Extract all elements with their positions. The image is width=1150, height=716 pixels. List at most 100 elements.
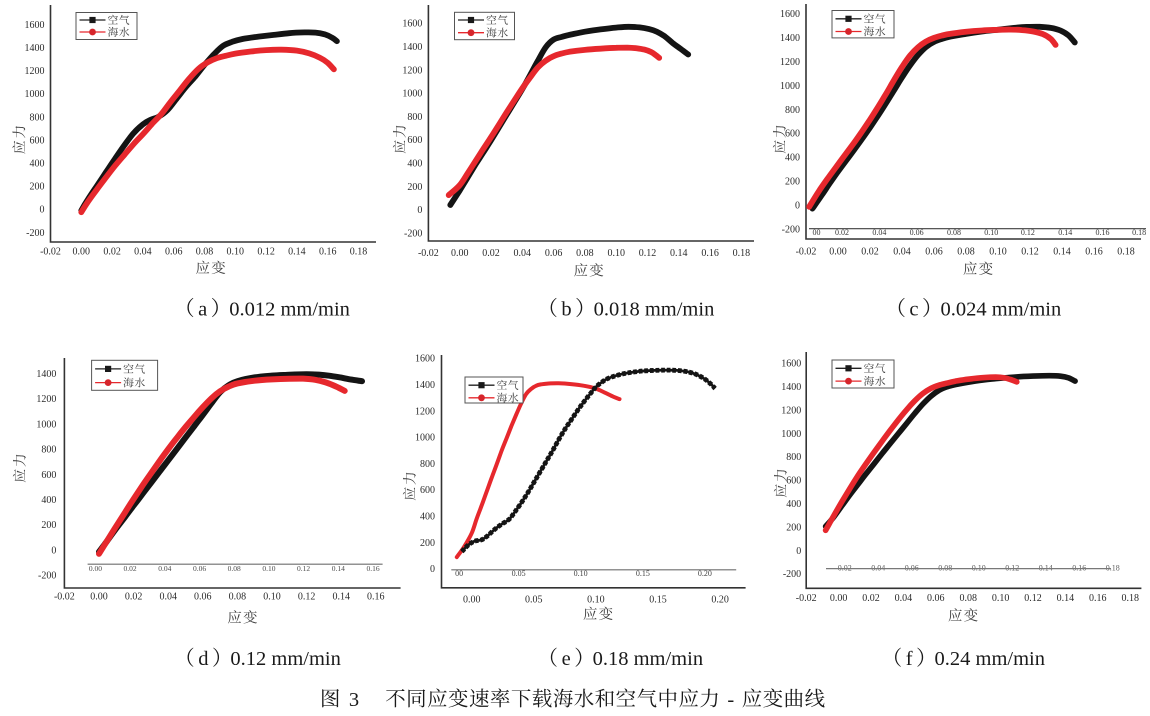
svg-text:0.16: 0.16 bbox=[366, 564, 379, 573]
svg-text:3: 3 bbox=[349, 689, 359, 711]
svg-text:0.10: 0.10 bbox=[992, 593, 1010, 604]
svg-text:0.18: 0.18 bbox=[1121, 593, 1139, 604]
svg-text:400: 400 bbox=[30, 159, 45, 170]
svg-text:0.16: 0.16 bbox=[701, 248, 719, 259]
svg-text:0.18: 0.18 bbox=[733, 248, 751, 259]
svg-text:0.02: 0.02 bbox=[103, 247, 121, 258]
svg-text:800: 800 bbox=[407, 112, 422, 123]
svg-text:0.12 mm/min: 0.12 mm/min bbox=[230, 648, 340, 670]
svg-text:0: 0 bbox=[51, 545, 56, 556]
svg-text:1200: 1200 bbox=[36, 394, 56, 405]
svg-text:-0.02: -0.02 bbox=[54, 591, 75, 602]
svg-text:600: 600 bbox=[420, 485, 435, 496]
svg-text:f: f bbox=[906, 648, 913, 670]
svg-text:0.02: 0.02 bbox=[482, 248, 500, 259]
svg-text:0.02: 0.02 bbox=[862, 593, 880, 604]
svg-text:0.10: 0.10 bbox=[263, 591, 281, 602]
svg-text:0.18: 0.18 bbox=[350, 247, 368, 258]
svg-text:400: 400 bbox=[786, 499, 801, 510]
svg-text:0.06: 0.06 bbox=[194, 591, 212, 602]
svg-text:0.04: 0.04 bbox=[893, 247, 911, 258]
svg-text:0.04: 0.04 bbox=[158, 564, 171, 573]
svg-text:800: 800 bbox=[786, 452, 801, 463]
svg-text:0.12: 0.12 bbox=[639, 248, 657, 259]
svg-text:1400: 1400 bbox=[36, 369, 56, 380]
svg-text:0.20: 0.20 bbox=[698, 569, 712, 578]
svg-text:0.00: 0.00 bbox=[451, 248, 469, 259]
svg-text:0.08: 0.08 bbox=[229, 591, 247, 602]
svg-text:0.16: 0.16 bbox=[1089, 593, 1107, 604]
svg-text:0.18 mm/min: 0.18 mm/min bbox=[593, 648, 703, 670]
svg-text:1000: 1000 bbox=[781, 429, 801, 440]
svg-text:800: 800 bbox=[785, 105, 800, 116]
svg-text:0.08: 0.08 bbox=[947, 228, 961, 237]
svg-text:0: 0 bbox=[40, 205, 45, 216]
svg-text:-0.02: -0.02 bbox=[796, 593, 817, 604]
svg-text:1400: 1400 bbox=[25, 43, 45, 54]
svg-text:0: 0 bbox=[430, 564, 435, 575]
svg-text:b: b bbox=[561, 298, 571, 320]
svg-text:-0.02: -0.02 bbox=[418, 248, 439, 259]
svg-text:0.15: 0.15 bbox=[649, 594, 667, 605]
svg-text:0.06: 0.06 bbox=[910, 228, 924, 237]
svg-text:-: - bbox=[727, 689, 734, 711]
svg-text:0.12: 0.12 bbox=[1021, 228, 1035, 237]
svg-text:600: 600 bbox=[785, 129, 800, 140]
svg-text:0.14: 0.14 bbox=[1057, 593, 1075, 604]
svg-text:1400: 1400 bbox=[781, 382, 801, 393]
svg-text:0.14: 0.14 bbox=[1058, 228, 1072, 237]
svg-text:1200: 1200 bbox=[402, 65, 422, 76]
svg-text:400: 400 bbox=[407, 159, 422, 170]
svg-text:0.10: 0.10 bbox=[607, 248, 625, 259]
svg-text:1400: 1400 bbox=[780, 33, 800, 44]
svg-text:0.16: 0.16 bbox=[1085, 247, 1103, 258]
svg-text:00: 00 bbox=[455, 569, 463, 578]
svg-text:0.05: 0.05 bbox=[512, 569, 526, 578]
svg-text:1200: 1200 bbox=[780, 57, 800, 68]
svg-text:400: 400 bbox=[785, 153, 800, 164]
svg-text:0.02: 0.02 bbox=[835, 228, 849, 237]
svg-text:0.10: 0.10 bbox=[587, 594, 605, 605]
svg-text:0.04: 0.04 bbox=[134, 247, 152, 258]
svg-text:600: 600 bbox=[41, 470, 56, 481]
svg-text:1600: 1600 bbox=[25, 20, 45, 31]
svg-text:200: 200 bbox=[30, 182, 45, 193]
svg-text:0.00: 0.00 bbox=[829, 247, 847, 258]
svg-text:-200: -200 bbox=[782, 224, 800, 235]
svg-text:200: 200 bbox=[786, 522, 801, 533]
svg-text:0.14: 0.14 bbox=[332, 564, 345, 573]
svg-text:200: 200 bbox=[407, 182, 422, 193]
svg-text:0.10: 0.10 bbox=[989, 247, 1007, 258]
svg-text:0.06: 0.06 bbox=[925, 247, 943, 258]
svg-text:0.00: 0.00 bbox=[73, 247, 91, 258]
svg-text:0.06: 0.06 bbox=[545, 248, 563, 259]
svg-text:0.16: 0.16 bbox=[319, 247, 337, 258]
svg-text:200: 200 bbox=[785, 177, 800, 188]
svg-text:1400: 1400 bbox=[415, 380, 435, 391]
svg-text:0.16: 0.16 bbox=[1096, 228, 1110, 237]
svg-text:0.02: 0.02 bbox=[124, 564, 137, 573]
svg-text:0.012 mm/min: 0.012 mm/min bbox=[229, 298, 350, 320]
svg-text:0.00: 0.00 bbox=[90, 591, 108, 602]
svg-text:0.18: 0.18 bbox=[1132, 228, 1146, 237]
svg-text:0.04: 0.04 bbox=[159, 591, 177, 602]
svg-text:0.20: 0.20 bbox=[711, 594, 729, 605]
svg-text:0.08: 0.08 bbox=[196, 247, 214, 258]
svg-text:0: 0 bbox=[795, 200, 800, 211]
svg-text:0.08: 0.08 bbox=[576, 248, 594, 259]
svg-text:0.04: 0.04 bbox=[895, 593, 913, 604]
svg-text:0.04: 0.04 bbox=[872, 228, 886, 237]
svg-text:0.05: 0.05 bbox=[525, 594, 543, 605]
svg-text:600: 600 bbox=[786, 476, 801, 487]
svg-text:0.04: 0.04 bbox=[514, 248, 532, 259]
svg-text:-200: -200 bbox=[783, 569, 801, 580]
svg-text:800: 800 bbox=[41, 445, 56, 456]
svg-text:1200: 1200 bbox=[781, 405, 801, 416]
svg-text:-200: -200 bbox=[404, 228, 422, 239]
svg-text:0.08: 0.08 bbox=[957, 247, 975, 258]
svg-text:0.00: 0.00 bbox=[89, 564, 102, 573]
svg-text:0.18: 0.18 bbox=[1106, 564, 1120, 573]
svg-text:-200: -200 bbox=[26, 228, 44, 239]
svg-text:-200: -200 bbox=[38, 571, 56, 582]
svg-text:0.12: 0.12 bbox=[257, 247, 275, 258]
